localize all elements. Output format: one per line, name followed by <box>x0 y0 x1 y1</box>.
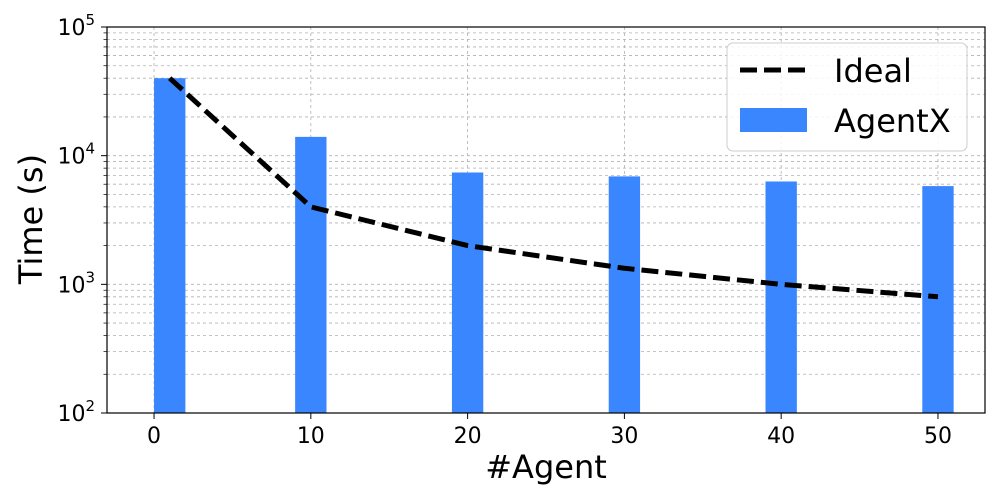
legend: Ideal AgentX <box>726 42 968 152</box>
plot-frame <box>106 26 986 414</box>
bar <box>295 136 327 413</box>
x-axis-label: #Agent <box>485 448 607 486</box>
legend-agentx-label: AgentX <box>834 102 951 140</box>
legend-ideal-label: Ideal <box>834 52 912 90</box>
bar <box>608 176 641 413</box>
y-axis-label: Time (s) <box>12 154 50 285</box>
x-tick-label: 40 <box>767 424 795 449</box>
bar <box>765 181 797 413</box>
x-tick-label: 10 <box>297 424 325 449</box>
grid-layer <box>107 27 985 414</box>
x-tick-label: 0 <box>147 424 161 449</box>
bar <box>451 172 484 413</box>
x-tick-label: 30 <box>610 424 638 449</box>
y-tick-label: 105 <box>57 11 95 41</box>
line-layer <box>168 76 939 300</box>
ideal-line <box>168 76 939 300</box>
bar <box>154 78 186 414</box>
bar <box>922 186 954 413</box>
x-tick-label: 50 <box>924 424 952 449</box>
bars-layer <box>154 78 954 414</box>
y-tick-label: 104 <box>57 140 95 170</box>
y-tick-label: 103 <box>57 268 95 298</box>
x-tick-label: 20 <box>454 424 482 449</box>
legend-agentx-swatch <box>740 108 807 132</box>
y-tick-label: 102 <box>57 397 95 427</box>
